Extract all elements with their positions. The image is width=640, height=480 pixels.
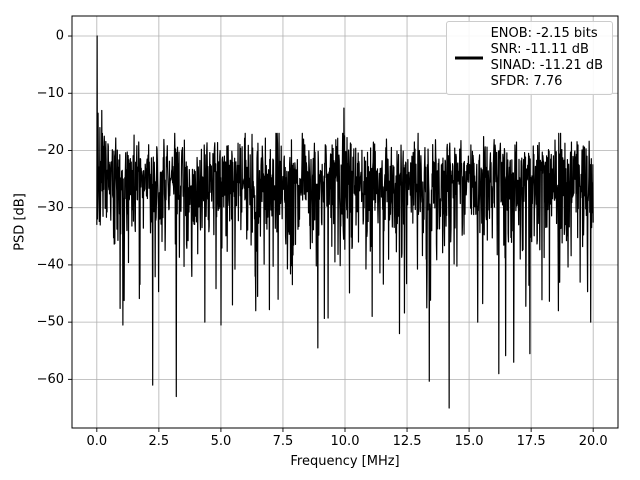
x-tick-label: 20.0 bbox=[579, 434, 608, 449]
legend-line-snr: SNR: -11.11 dB bbox=[490, 42, 589, 57]
legend-line-sample bbox=[454, 56, 483, 60]
y-axis-label: PSD [dB] bbox=[12, 193, 28, 251]
x-tick-label: 10.0 bbox=[331, 434, 360, 449]
y-tick-label: 0 bbox=[56, 29, 64, 44]
axes-border bbox=[71, 15, 619, 429]
y-tick-label: −20 bbox=[37, 143, 64, 158]
x-tick-label: 17.5 bbox=[517, 434, 546, 449]
y-tick-label: −30 bbox=[37, 200, 64, 215]
legend-line-enob: ENOB: -2.15 bits bbox=[490, 26, 598, 41]
y-tick-label: −10 bbox=[37, 86, 64, 101]
x-tick-label: 7.5 bbox=[273, 434, 294, 449]
x-tick-label: 15.0 bbox=[455, 434, 484, 449]
y-tick-label: −50 bbox=[37, 315, 64, 330]
psd-trace bbox=[96, 35, 594, 409]
x-tick-label: 12.5 bbox=[393, 434, 422, 449]
x-tick-label: 2.5 bbox=[149, 434, 170, 449]
legend-text: ENOB: -2.15 bits SNR: -11.11 dB SINAD: -… bbox=[491, 26, 603, 90]
x-axis-label: Frequency [MHz] bbox=[290, 454, 400, 469]
legend-line-sinad: SINAD: -11.21 dB bbox=[490, 58, 603, 73]
y-tick-label: −40 bbox=[37, 257, 64, 272]
legend-box: ENOB: -2.15 bits SNR: -11.11 dB SINAD: -… bbox=[445, 21, 613, 95]
y-tick-label: −60 bbox=[37, 372, 64, 387]
legend-line-sfdr: SFDR: 7.76 bbox=[490, 74, 563, 89]
x-tick-label: 0.0 bbox=[86, 434, 107, 449]
x-tick-label: 5.0 bbox=[211, 434, 232, 449]
